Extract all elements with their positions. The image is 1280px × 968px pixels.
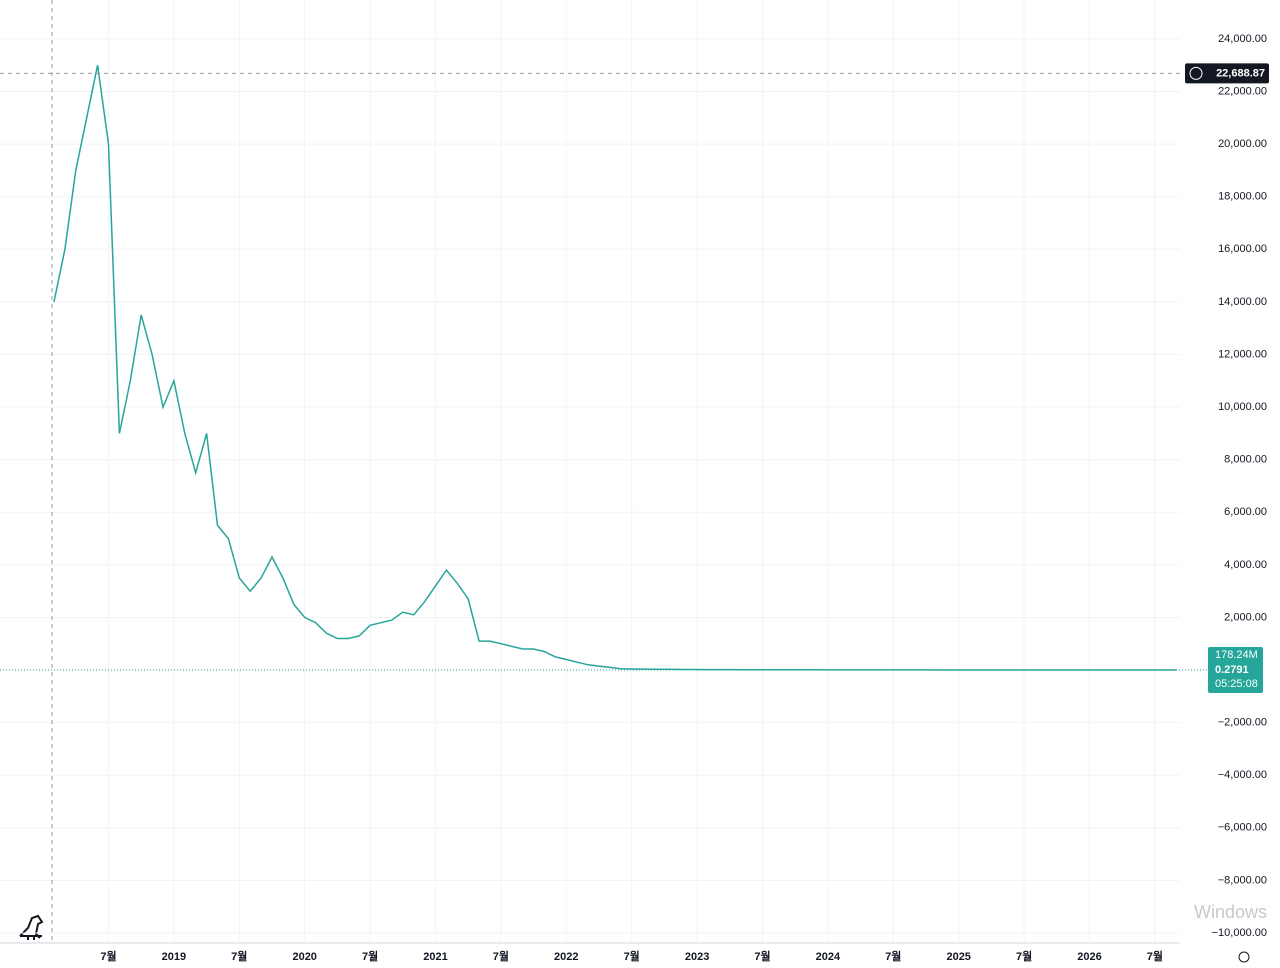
y-tick-label: −4,000.00 bbox=[1218, 769, 1267, 781]
last-price-label: 0.2791 bbox=[1215, 664, 1249, 676]
y-tick-label: −10,000.00 bbox=[1212, 927, 1267, 939]
watermark: Windows bbox=[1194, 902, 1267, 922]
x-tick-label: 7월 bbox=[1016, 949, 1032, 963]
x-tick-label: 7월 bbox=[754, 949, 770, 963]
countdown-label: 05:25:08 bbox=[1215, 678, 1258, 690]
x-tick-label: 2019 bbox=[162, 951, 186, 963]
y-tick-label: 10,000.00 bbox=[1218, 401, 1267, 413]
x-tick-label: 7월 bbox=[231, 949, 247, 963]
y-tick-label: 6,000.00 bbox=[1224, 506, 1267, 518]
y-tick-label: 24,000.00 bbox=[1218, 33, 1267, 45]
y-tick-label: 22,000.00 bbox=[1218, 85, 1267, 97]
x-tick-label: 7월 bbox=[493, 949, 509, 963]
logo bbox=[19, 914, 44, 940]
x-tick-label: 2024 bbox=[816, 951, 841, 963]
crosshair-label: 22,688.87 bbox=[1216, 67, 1265, 79]
volume-label: 178.24M bbox=[1215, 649, 1258, 661]
x-tick-label: 2025 bbox=[946, 951, 970, 963]
y-tick-label: 4,000.00 bbox=[1224, 559, 1267, 571]
y-tick-label: 16,000.00 bbox=[1218, 243, 1267, 255]
x-tick-label: 7월 bbox=[100, 949, 116, 963]
x-tick-label: 7월 bbox=[1147, 949, 1163, 963]
x-tick-label: 7월 bbox=[362, 949, 378, 963]
y-tick-label: −6,000.00 bbox=[1218, 822, 1267, 834]
y-tick-label: 14,000.00 bbox=[1218, 296, 1267, 308]
x-tick-label: 2026 bbox=[1077, 951, 1101, 963]
x-tick-label: 7월 bbox=[885, 949, 901, 963]
x-tick-label: 7월 bbox=[624, 949, 640, 963]
y-tick-label: 2,000.00 bbox=[1224, 611, 1267, 623]
y-tick-label: 8,000.00 bbox=[1224, 454, 1267, 466]
y-tick-label: −2,000.00 bbox=[1218, 717, 1267, 729]
x-tick-label: 2021 bbox=[423, 951, 447, 963]
price-line bbox=[53, 65, 1177, 671]
y-tick-label: 12,000.00 bbox=[1218, 348, 1267, 360]
y-tick-label: −8,000.00 bbox=[1218, 874, 1267, 886]
x-tick-label: 2020 bbox=[292, 951, 316, 963]
y-tick-label: 18,000.00 bbox=[1218, 191, 1267, 203]
x-tick-label: 2022 bbox=[554, 951, 578, 963]
settings-icon[interactable] bbox=[1238, 951, 1250, 963]
crosshair-icon bbox=[1189, 66, 1203, 80]
x-tick-label: 2023 bbox=[685, 951, 709, 963]
crosshair-label-box bbox=[1185, 63, 1269, 84]
last-price-box bbox=[1208, 647, 1263, 694]
y-tick-label: 20,000.00 bbox=[1218, 138, 1267, 150]
